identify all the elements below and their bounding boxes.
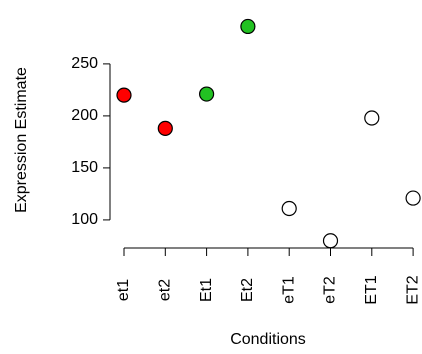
x-tick-label: et2 — [157, 279, 174, 301]
x-tick-label: et1 — [115, 279, 132, 301]
point — [240, 18, 256, 35]
x-tick-label: eT2 — [322, 276, 339, 304]
x-tick-label: ET1 — [363, 275, 380, 304]
y-tick-label: 200 — [71, 107, 98, 124]
x-tick-label: Et1 — [198, 278, 215, 302]
y-axis-title: Expression Estimate — [13, 67, 30, 213]
y-tick-label: 250 — [71, 55, 98, 72]
x-tick-label: eT1 — [280, 276, 297, 304]
point — [157, 120, 173, 136]
x-tick-label: Et2 — [239, 278, 256, 302]
point — [405, 190, 421, 206]
y-tick-label: 150 — [71, 159, 98, 176]
point — [281, 200, 297, 217]
point — [199, 86, 215, 102]
x-axis-title: Conditions — [230, 331, 306, 348]
x-tick-label: ET2 — [404, 275, 421, 304]
point — [322, 233, 339, 249]
point — [364, 110, 380, 126]
point — [116, 87, 132, 103]
y-tick-label: 100 — [71, 211, 98, 228]
